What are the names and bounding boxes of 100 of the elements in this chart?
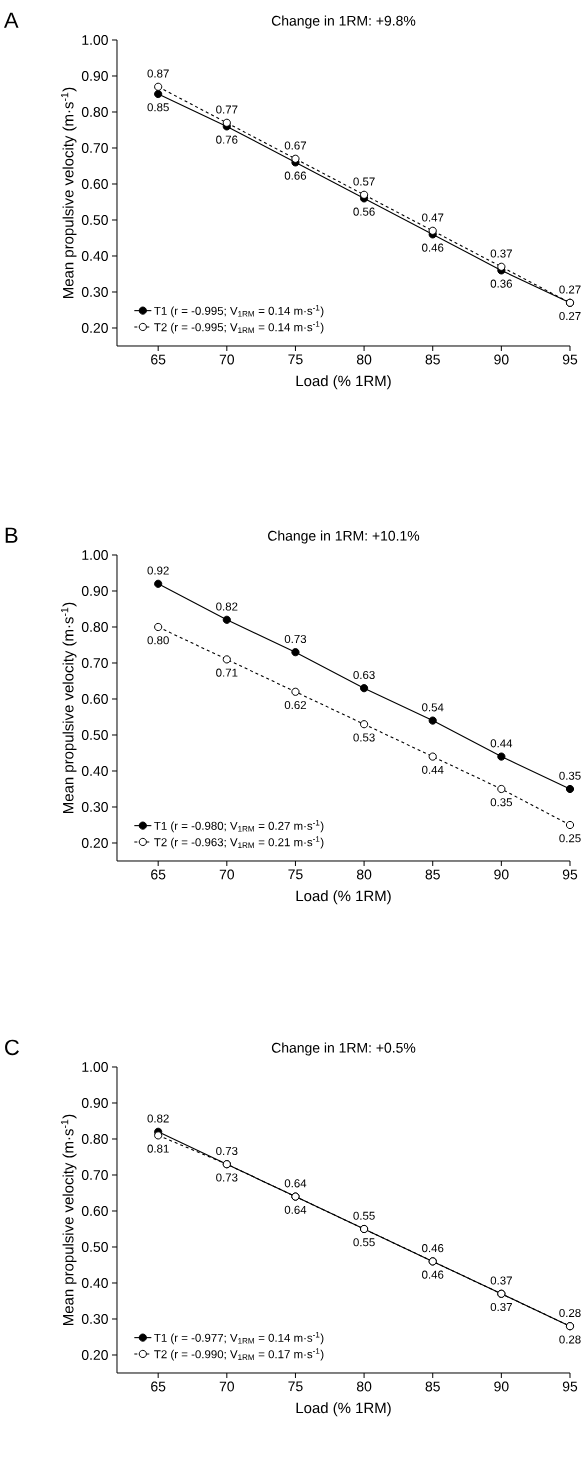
- data-label: 0.82: [147, 1114, 169, 1123]
- y-tick-label: 0.20: [81, 1350, 108, 1360]
- x-tick-label: 70: [219, 354, 234, 365]
- data-label: 0.36: [490, 279, 512, 288]
- y-tick-label: 0.80: [81, 1134, 108, 1144]
- data-label: 0.64: [284, 1179, 307, 1188]
- y-tick-label: 0.40: [81, 1278, 108, 1288]
- data-label: 0.44: [490, 739, 513, 748]
- y-tick-label: 0.70: [81, 658, 108, 668]
- data-label: 0.87: [147, 69, 169, 78]
- data-label: 0.85: [147, 103, 169, 112]
- y-tick-label: 0.90: [81, 71, 108, 81]
- y-tick-label: 0.50: [81, 1242, 108, 1252]
- data-label: 0.28: [559, 1308, 581, 1317]
- y-axis-title: Mean propulsive velocity (m·s$^{-1}$): [60, 1114, 77, 1325]
- legend-label: T1 (r = -0.995; V$_{1RM}$ = 0.14 m·s$^{-1}$): [154, 304, 324, 318]
- y-tick-label: 0.30: [81, 1314, 108, 1324]
- y-tick-label: 0.70: [81, 143, 108, 153]
- legend-label: T2 (r = -0.990; V$_{1RM}$ = 0.17 m·s$^{-1}$): [154, 1348, 324, 1361]
- legend-label: T1 (r = -0.980; V$_{1RM}$ = 0.27 m·s$^{-1}$): [154, 819, 324, 833]
- x-tick-label: 95: [562, 1381, 578, 1392]
- x-tick-label: 65: [151, 354, 166, 365]
- y-tick-label: 0.90: [81, 586, 108, 596]
- chart-title: Change in 1RM: +9.8%: [271, 15, 416, 29]
- y-tick-label: 0.60: [81, 1206, 108, 1216]
- data-label: 0.37: [490, 249, 512, 258]
- data-label: 0.37: [490, 1302, 512, 1312]
- data-label: 0.28: [559, 1335, 581, 1344]
- data-label: 0.25: [559, 834, 581, 843]
- data-label: 0.53: [353, 733, 375, 742]
- data-label: 0.46: [421, 1270, 444, 1279]
- x-tick-label: 90: [494, 354, 509, 365]
- data-label: 0.46: [421, 1244, 444, 1253]
- data-label: 0.82: [216, 602, 238, 611]
- y-tick-label: 0.90: [81, 1098, 108, 1108]
- data-label: 0.47: [421, 213, 444, 222]
- y-axis-title: Mean propulsive velocity (m·s$^{-1}$): [60, 87, 77, 298]
- y-tick-label: 0.30: [81, 287, 108, 297]
- data-label: 0.54: [421, 703, 444, 712]
- x-tick-label: 75: [288, 869, 303, 880]
- x-tick-label: 70: [219, 1381, 234, 1392]
- chart-title: Change in 1RM: +0.5%: [271, 1042, 416, 1056]
- y-tick-label: 0.80: [81, 107, 108, 117]
- text: C: [4, 1039, 19, 1056]
- data-label: 0.81: [147, 1144, 169, 1153]
- data-label: 0.64: [284, 1205, 307, 1214]
- chart-title: Change in 1RM: +10.1%: [267, 530, 420, 544]
- y-tick-label: 1.00: [82, 1062, 108, 1072]
- data-label: 0.73: [216, 1146, 238, 1155]
- y-axis-title: Mean propulsive velocity (m·s$^{-1}$): [60, 602, 77, 813]
- x-tick-label: 80: [356, 869, 372, 880]
- y-tick-label: 0.60: [81, 179, 108, 189]
- data-label: 0.57: [353, 177, 375, 186]
- data-label: 0.92: [147, 566, 169, 575]
- data-label: 0.27: [559, 311, 581, 321]
- data-label: 0.76: [216, 135, 238, 144]
- legend-label: T2 (r = -0.963; V$_{1RM}$ = 0.21 m·s$^{-1}$): [154, 836, 324, 849]
- x-axis-title: Load (% 1RM): [296, 890, 391, 905]
- data-label: 0.63: [353, 670, 375, 679]
- x-tick-label: 85: [425, 1381, 440, 1392]
- y-tick-label: 1.00: [82, 35, 108, 45]
- y-tick-label: 0.50: [81, 215, 108, 225]
- data-label: 0.46: [421, 243, 444, 252]
- x-tick-label: 95: [562, 354, 578, 365]
- data-label: 0.55: [353, 1238, 375, 1247]
- data-label: 0.77: [216, 105, 238, 114]
- x-tick-label: 85: [425, 869, 440, 880]
- y-tick-label: 0.40: [81, 766, 108, 776]
- legend-label: T2 (r = -0.995; V$_{1RM}$ = 0.14 m·s$^{-1}$): [154, 321, 324, 334]
- data-label: 0.80: [147, 636, 169, 645]
- data-label: 0.35: [559, 771, 581, 780]
- y-tick-label: 0.40: [81, 251, 108, 261]
- x-axis-title: Load (% 1RM): [296, 1402, 391, 1417]
- data-label: 0.44: [421, 765, 444, 774]
- data-label: 0.71: [216, 668, 238, 677]
- x-axis-title: Load (% 1RM): [296, 375, 391, 390]
- y-tick-label: 0.60: [81, 694, 108, 704]
- x-tick-label: 90: [494, 869, 509, 880]
- y-tick-label: 0.20: [81, 838, 108, 848]
- text: A: [3, 12, 19, 28]
- data-label: 0.37: [490, 1276, 512, 1285]
- y-tick-label: 0.80: [81, 622, 108, 632]
- data-label: 0.67: [284, 141, 306, 150]
- x-tick-label: 75: [288, 354, 303, 365]
- data-label: 0.62: [284, 700, 306, 710]
- x-tick-label: 75: [288, 1381, 303, 1392]
- data-label: 0.27: [559, 285, 581, 294]
- x-tick-label: 90: [494, 1381, 509, 1392]
- data-label: 0.73: [216, 1173, 238, 1182]
- y-tick-label: 0.20: [81, 323, 108, 333]
- data-label: 0.55: [353, 1211, 375, 1220]
- data-label: 0.66: [284, 171, 307, 180]
- legend-label: T1 (r = -0.977; V$_{1RM}$ = 0.14 m·s$^{-1}$): [154, 1331, 324, 1345]
- y-tick-label: 1.00: [82, 550, 108, 560]
- data-label: 0.56: [353, 207, 375, 216]
- x-tick-label: 85: [425, 354, 440, 365]
- text: B: [5, 527, 18, 543]
- y-tick-label: 0.70: [81, 1170, 108, 1180]
- x-tick-label: 80: [356, 354, 372, 365]
- x-tick-label: 70: [219, 869, 234, 880]
